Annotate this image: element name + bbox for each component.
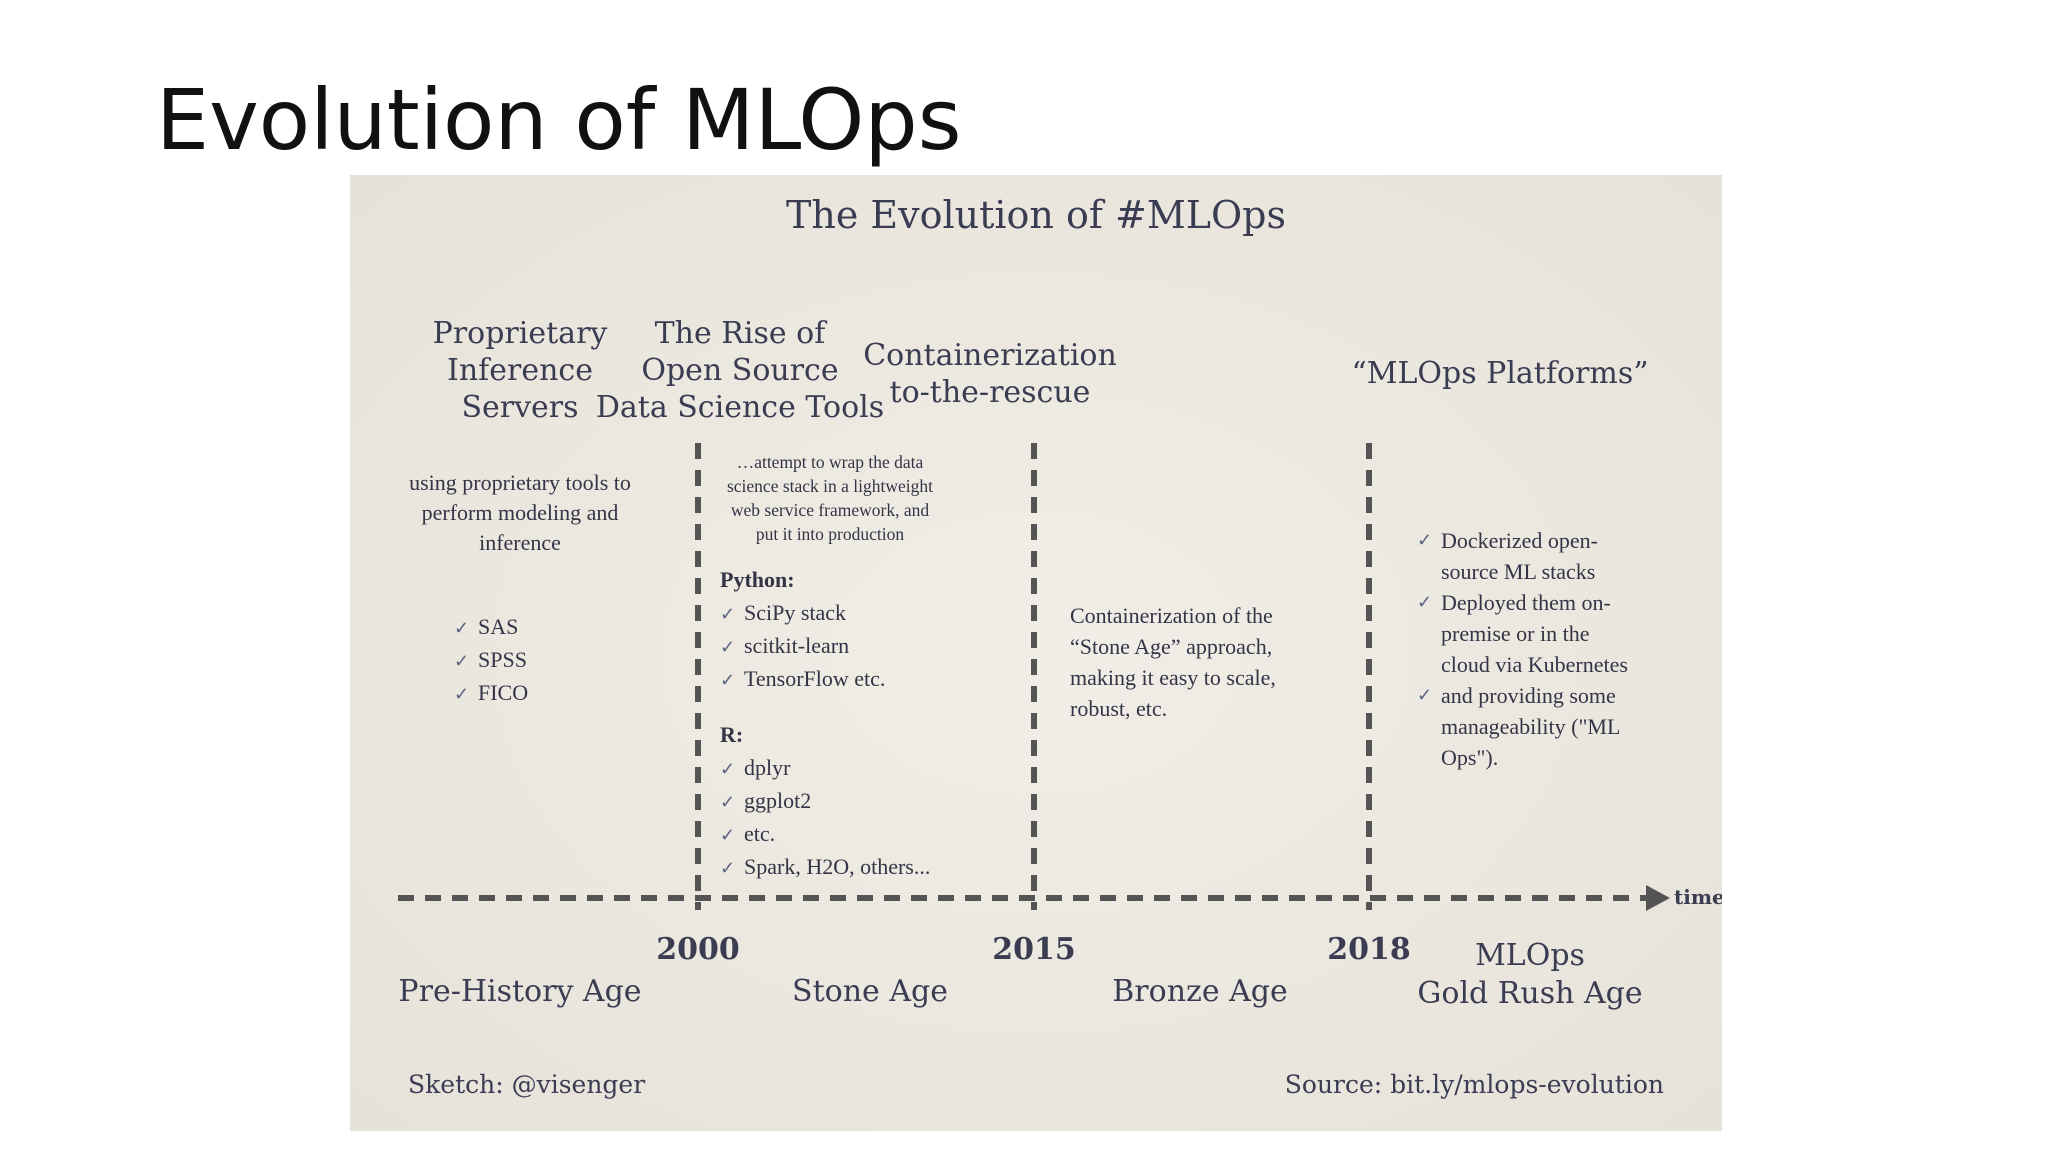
col3-description: Containerization of the “Stone Age” appr… xyxy=(1070,603,1276,721)
year-2018: 2018 xyxy=(1327,932,1411,967)
check-icon: ✓ xyxy=(720,825,736,845)
list-item: ✓ SAS xyxy=(454,611,528,644)
col1-list: ✓ SAS ✓ SPSS ✓ FICO xyxy=(454,611,528,710)
list-item: ✓ Dockerized open-source ML stacks xyxy=(1417,525,1628,587)
source-credit: Source: bit.ly/mlops-evolution xyxy=(1284,1070,1664,1099)
list-item: ✓ SciPy stack xyxy=(720,597,885,630)
year-2015: 2015 xyxy=(992,932,1076,967)
sketch-title: The Evolution of #MLOps xyxy=(786,193,1286,237)
check-icon: ✓ xyxy=(454,618,470,638)
axis-label: time xyxy=(1674,885,1722,909)
check-icon: ✓ xyxy=(1417,592,1433,612)
paper-background xyxy=(350,175,1722,1131)
sketch-image: The Evolution of #MLOps Proprietary Infe… xyxy=(350,175,1722,1131)
python-list: ✓ SciPy stack ✓ scitkit-learn ✓ TensorFlow … xyxy=(720,597,885,696)
timeline-graphic xyxy=(398,443,1670,911)
age-gold-rush: MLOps Gold Rush Age xyxy=(1417,938,1643,1011)
list-item: ✓ scitkit-learn xyxy=(720,630,885,663)
age-pre-history: Pre-History Age xyxy=(398,974,642,1009)
age-bronze: Bronze Age xyxy=(1112,974,1288,1009)
check-icon: ✓ xyxy=(720,792,736,812)
check-icon: ✓ xyxy=(1417,685,1433,705)
check-icon: ✓ xyxy=(1417,530,1433,550)
arrow-head-icon xyxy=(1646,885,1670,911)
list-item: ✓ dplyr xyxy=(720,752,930,785)
check-icon: ✓ xyxy=(720,759,736,779)
list-item: ✓ and providing some manageability ("ML Ops… xyxy=(1417,680,1628,773)
python-label: Python: xyxy=(720,567,795,592)
list-item: ✓ FICO xyxy=(454,677,528,710)
check-icon: ✓ xyxy=(454,684,470,704)
check-icon: ✓ xyxy=(720,670,736,690)
check-icon: ✓ xyxy=(720,604,736,624)
r-list: ✓ dplyr ✓ ggplot2 ✓ etc. ✓ Spark, H2O, other… xyxy=(720,752,930,884)
list-item: ✓ Deployed them on-premise or in the cloud… xyxy=(1417,587,1628,680)
year-2000: 2000 xyxy=(656,932,740,967)
col4-heading: “MLOps Platforms” xyxy=(1351,356,1649,391)
age-stone: Stone Age xyxy=(792,974,948,1009)
check-icon: ✓ xyxy=(720,858,736,878)
check-icon: ✓ xyxy=(720,637,736,657)
sketch-credit: Sketch: @visenger xyxy=(408,1070,646,1099)
list-item: ✓ TensorFlow etc. xyxy=(720,663,885,696)
list-item: ✓ ggplot2 xyxy=(720,785,930,818)
list-item: ✓ Spark, H2O, others... xyxy=(720,851,930,884)
slide-title: Evolution of MLOps xyxy=(156,71,962,169)
r-label: R: xyxy=(720,722,744,747)
list-item: ✓ SPSS xyxy=(454,644,528,677)
col3-heading: Containerization to-the-rescue xyxy=(863,338,1117,410)
col4-list: ✓ Dockerized open-source ML stacks ✓ Deplo… xyxy=(1417,525,1628,773)
col2-heading: The Rise of Open Source Data Science Too… xyxy=(595,316,885,425)
list-item: ✓ etc. xyxy=(720,818,930,851)
check-icon: ✓ xyxy=(454,651,470,671)
col2-description: …attempt to wrap the data science stack … xyxy=(726,452,934,544)
col1-description: using proprietary tools to perform model… xyxy=(409,470,631,555)
